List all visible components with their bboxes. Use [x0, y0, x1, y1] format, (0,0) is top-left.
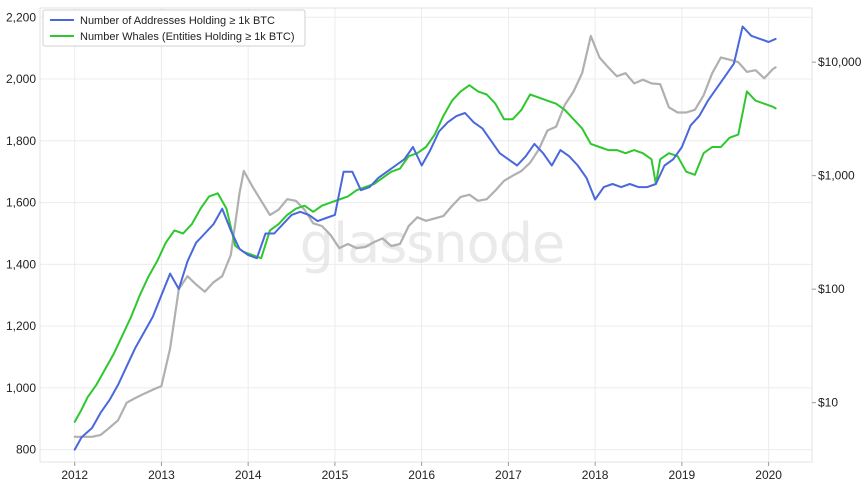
- legend: Number of Addresses Holding ≥ 1k BTC Num…: [42, 9, 306, 47]
- x-tick-label: 2012: [61, 468, 88, 482]
- right-tick-label: $10: [818, 396, 838, 410]
- legend-label-addresses: Number of Addresses Holding ≥ 1k BTC: [80, 15, 275, 27]
- x-tick-label: 2013: [148, 468, 175, 482]
- left-tick-label: 1,200: [6, 319, 36, 333]
- series-whales-line: [73, 84, 777, 423]
- left-axis-tick-labels: 800 1,000 1,200 1,400 1,600 1,800 2,000 2,200: [6, 10, 36, 456]
- right-tick-label: $10,000: [818, 55, 862, 69]
- right-axis-tick-labels: $10 $100 $1,000 $10,000: [818, 55, 862, 410]
- x-tick-label: 2014: [235, 468, 262, 482]
- legend-box: [42, 9, 306, 47]
- plot-area-border: [39, 7, 813, 463]
- x-tick-label: 2018: [582, 468, 609, 482]
- series-addresses-line: [73, 25, 777, 451]
- right-tick-label: $1,000: [818, 169, 855, 183]
- left-tick-label: 1,800: [6, 134, 36, 148]
- series-price-line: [73, 34, 777, 438]
- right-tick-label: $100: [818, 282, 845, 296]
- x-tick-label: 2016: [408, 468, 435, 482]
- series-layer: [73, 25, 777, 451]
- left-tick-label: 800: [16, 443, 36, 457]
- x-tick-label: 2015: [322, 468, 349, 482]
- x-tick-label: 2019: [669, 468, 696, 482]
- grid: [40, 8, 812, 462]
- x-tick-label: 2017: [495, 468, 522, 482]
- plot-frame: [39, 7, 816, 466]
- legend-label-whales: Number Whales (Entities Holding ≥ 1k BTC…: [80, 31, 295, 43]
- left-tick-label: 1,400: [6, 257, 36, 271]
- x-axis-tick-labels: 2012 2013 2014 2015 2016 2017 2018 2019 2020: [61, 468, 782, 482]
- left-tick-label: 2,200: [6, 10, 36, 24]
- left-tick-label: 2,000: [6, 72, 36, 86]
- left-tick-label: 1,600: [6, 196, 36, 210]
- x-tick-label: 2020: [755, 468, 782, 482]
- left-tick-label: 1,000: [6, 381, 36, 395]
- watermark: glassnode: [300, 212, 564, 275]
